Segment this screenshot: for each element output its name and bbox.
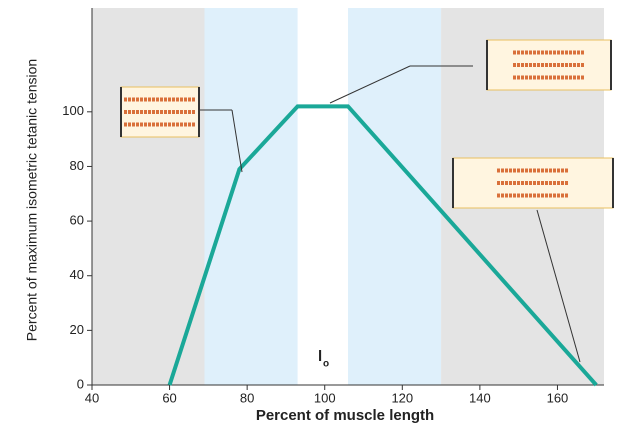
region-band (204, 8, 298, 385)
annotation: l (318, 348, 322, 365)
callout (231, 109, 243, 173)
x-tick-label: 40 (85, 390, 99, 405)
y-tick-label: 80 (70, 158, 84, 173)
x-tick-label: 80 (240, 390, 254, 405)
x-tick-label: 140 (469, 390, 491, 405)
x-tick-label: 60 (162, 390, 176, 405)
y-tick-label: 60 (70, 213, 84, 228)
y-tick-label: 40 (70, 267, 84, 282)
y-axis-label: Percent of maximum isometric tetanic ten… (24, 59, 40, 341)
region-band (92, 8, 205, 385)
y-tick-label: 0 (77, 376, 84, 391)
x-tick-label: 120 (391, 390, 413, 405)
x-axis-label: Percent of muscle length (256, 407, 434, 424)
callout (329, 65, 411, 104)
x-tick-label: 160 (547, 390, 569, 405)
y-tick-label: 20 (70, 322, 84, 337)
data-line (167, 104, 598, 387)
y-tick-label: 100 (62, 103, 84, 118)
region-band (348, 8, 442, 385)
annotation-subscript: o (323, 359, 329, 370)
x-tick-label: 100 (314, 390, 336, 405)
sarcomere-diagrams (120, 39, 614, 363)
callout (536, 209, 581, 363)
